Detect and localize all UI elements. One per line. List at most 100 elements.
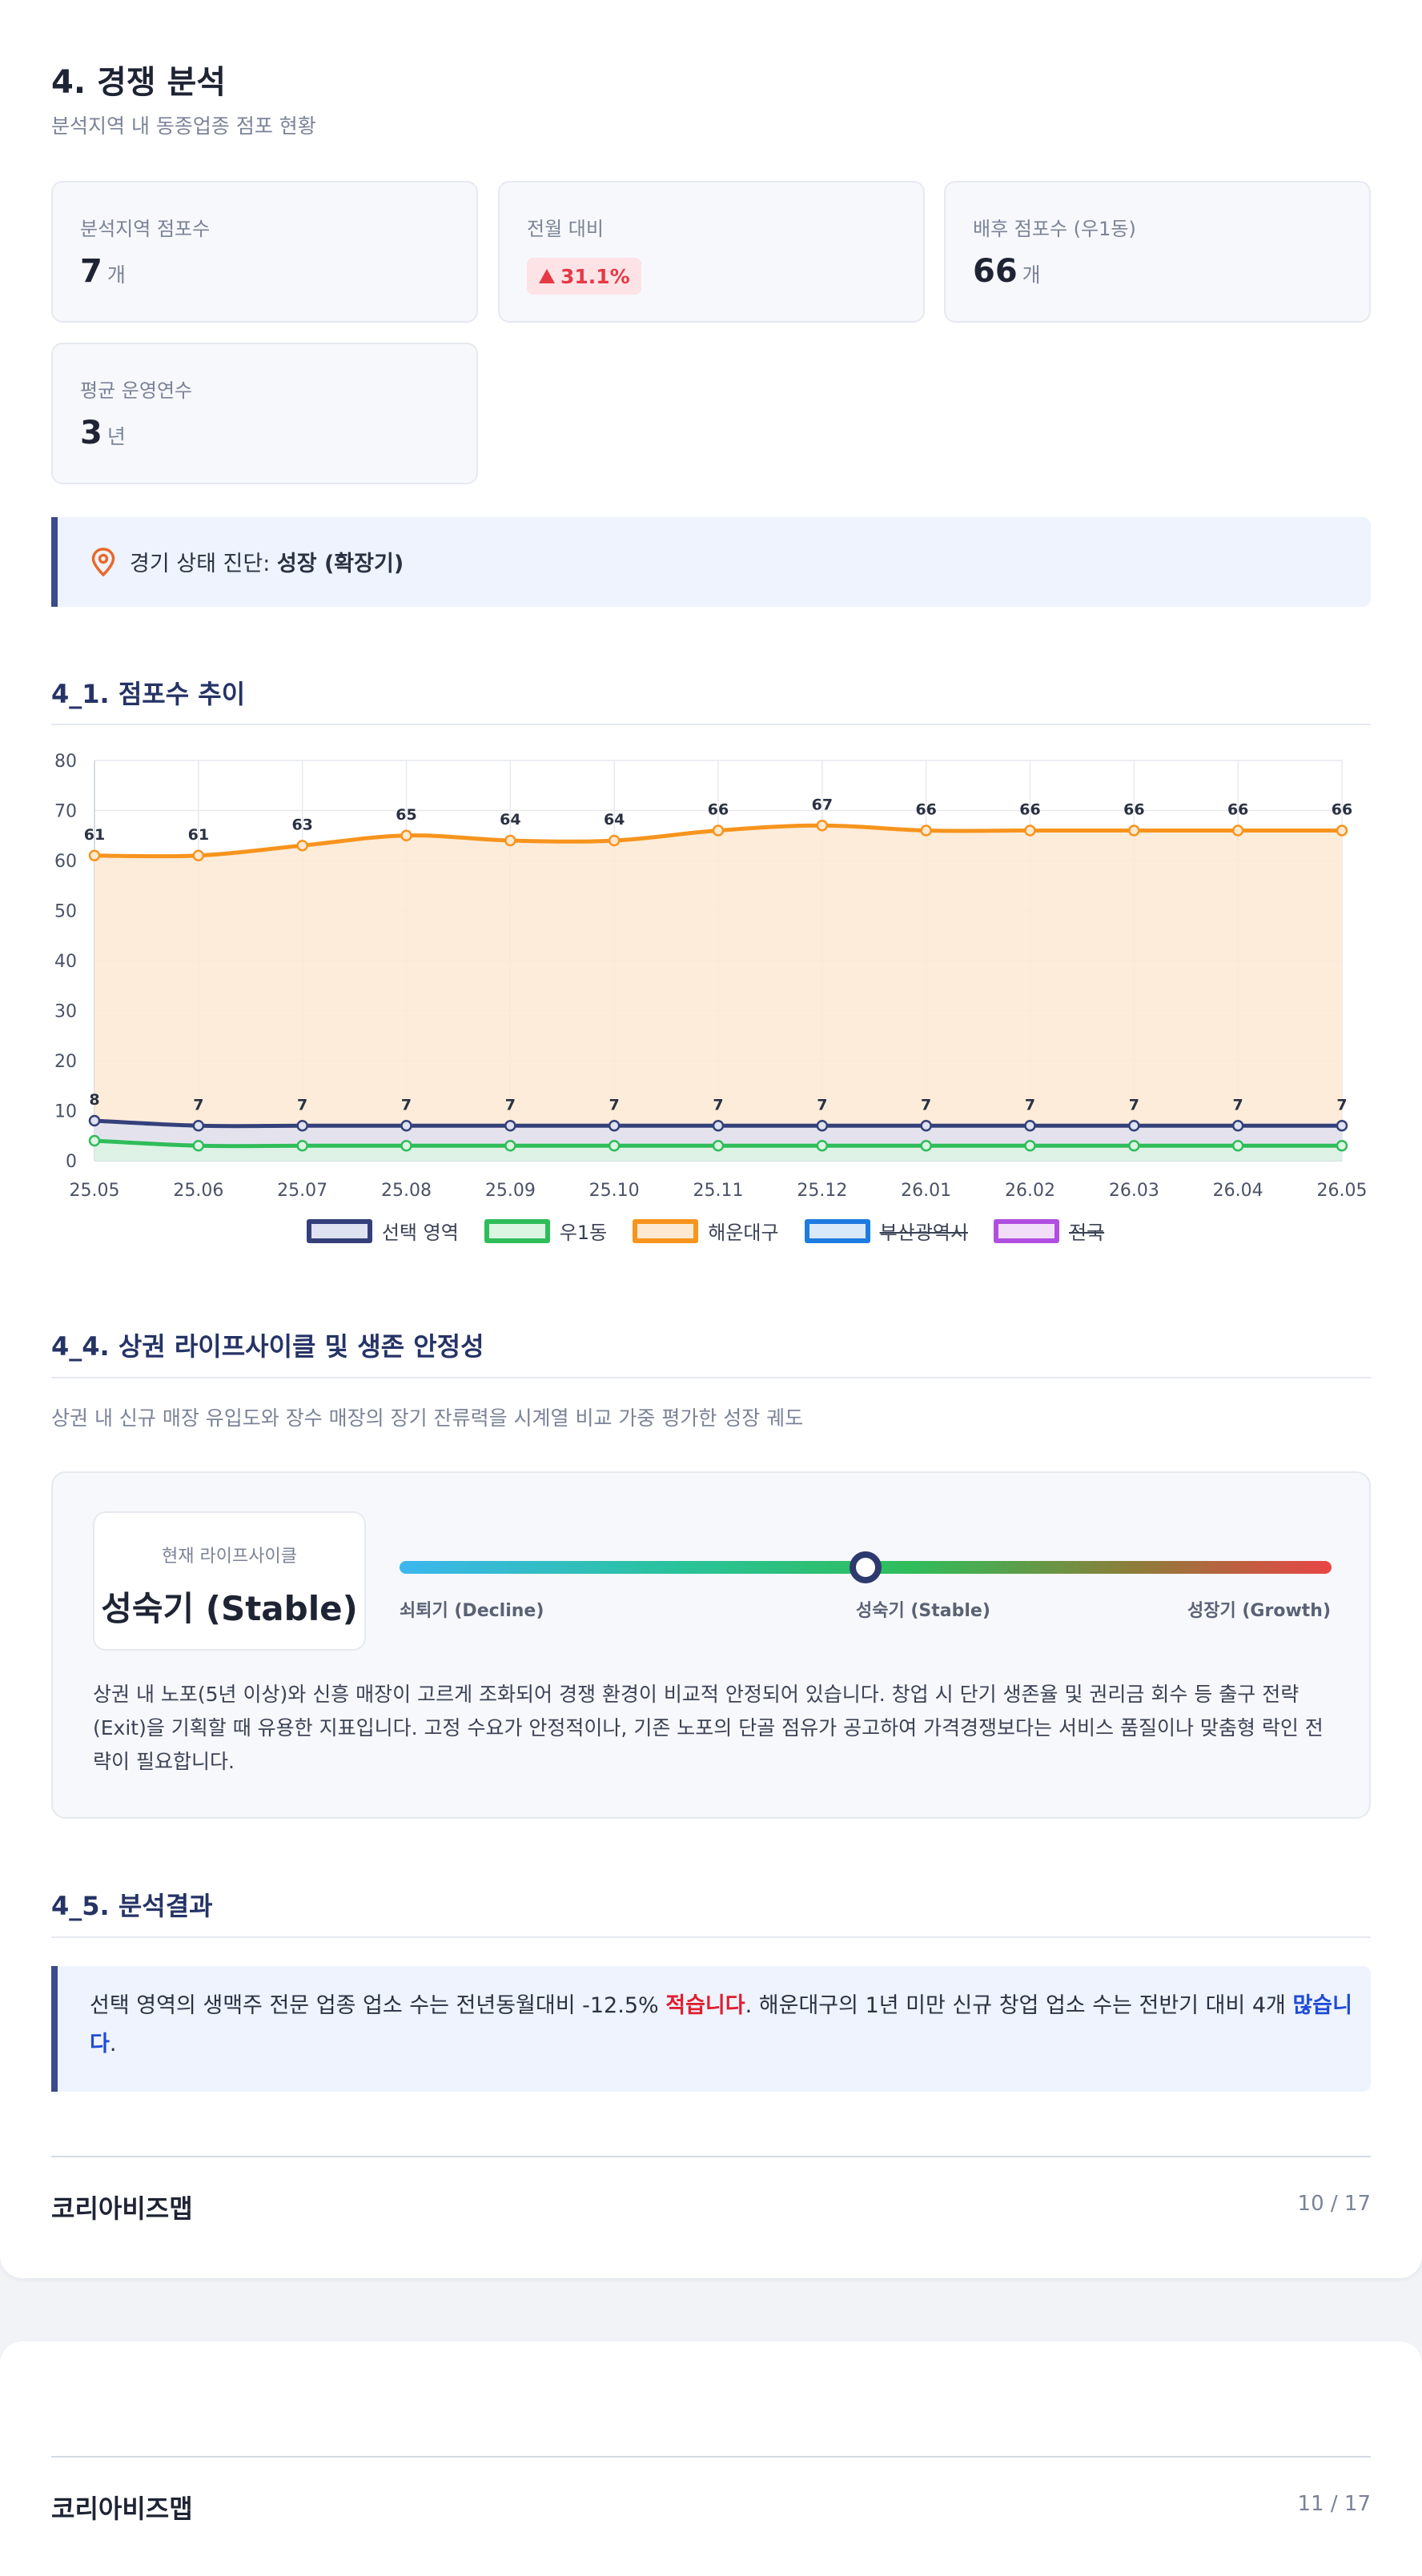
x-tick-label: 26.04 [1213, 1181, 1263, 1201]
report-page: 코리아비즈맵 11 / 17 [0, 2341, 1422, 2576]
data-point [920, 1140, 932, 1152]
data-point [1024, 825, 1036, 837]
data-label: 7 [297, 1096, 307, 1113]
data-label: 7 [609, 1096, 620, 1113]
y-tick-label: 40 [54, 952, 77, 972]
report-page: 4. 경쟁 분석 분석지역 내 동종업종 점포 현황 분석지역 점포수 7 개 … [0, 0, 1422, 2278]
legend-item[interactable]: 전국 [993, 1217, 1105, 1245]
data-label: 7 [193, 1096, 203, 1113]
data-point [1128, 1120, 1140, 1132]
x-tick-label: 26.02 [1005, 1181, 1055, 1201]
data-point [712, 1140, 725, 1152]
avg-operating-years-card: 평균 운영연수 3 년 [51, 343, 478, 484]
x-tick-label: 25.08 [381, 1181, 432, 1201]
store-count-card: 분석지역 점포수 7 개 [51, 181, 478, 323]
stage-label-decline: 쇠퇴기 (Decline) [400, 1601, 544, 1621]
x-tick-label: 25.07 [277, 1181, 327, 1201]
data-point [192, 1120, 205, 1132]
data-point [1336, 825, 1348, 837]
card-value: 7 [80, 253, 102, 290]
data-point [608, 1120, 621, 1132]
data-point [296, 1120, 308, 1132]
data-point [608, 834, 621, 847]
data-label: 66 [708, 801, 729, 819]
data-point [1336, 1120, 1348, 1132]
footer-brand: 코리아비즈맵 [51, 2494, 193, 2524]
data-point [192, 1140, 205, 1152]
legend-item[interactable]: 우1동 [484, 1217, 607, 1245]
data-label: 64 [604, 811, 625, 829]
card-unit: 개 [1022, 263, 1041, 287]
y-tick-label: 20 [54, 1052, 77, 1072]
series-area [94, 825, 1342, 1161]
lifecycle-section-title: 4_4. 상권 라이프사이클 및 생존 안정성 [51, 1331, 484, 1362]
month-over-month-card: 전월 대비 31.1% [498, 181, 925, 323]
data-point [1231, 825, 1244, 837]
trend-section-title: 4_1. 점포수 추이 [51, 679, 246, 709]
page-title: 4. 경쟁 분석 [51, 64, 227, 101]
y-tick-label: 30 [54, 1002, 77, 1022]
data-label: 7 [505, 1096, 516, 1113]
x-tick-label: 25.06 [173, 1181, 223, 1201]
section-divider [51, 724, 1371, 725]
x-tick-label: 25.05 [70, 1181, 120, 1201]
stage-label-growth: 성장기 (Growth) [1187, 1601, 1331, 1621]
section-divider [51, 1936, 1371, 1938]
data-point [1231, 1140, 1244, 1152]
result-highlight-decrease: 적습니다 [665, 1993, 745, 2018]
diagnosis-value: 성장 (확장기) [276, 552, 404, 576]
x-tick-label: 25.09 [485, 1181, 536, 1201]
analysis-result-callout: 선택 영역의 생맥주 전문 업종 업소 수는 전년동월대비 -12.5% 적습니… [51, 1966, 1371, 2092]
data-label: 66 [1123, 801, 1144, 819]
result-text-part: 선택 영역의 생맥주 전문 업종 업소 수는 전년동월대비 -12.5% [90, 1993, 666, 2018]
lifecycle-gauge-marker [850, 1551, 882, 1583]
legend-swatch [804, 1218, 870, 1243]
legend-item[interactable]: 부산광역시 [804, 1217, 968, 1245]
data-point [88, 1134, 101, 1147]
diagnosis-text: 경기 상태 진단: 성장 (확장기) [130, 546, 404, 577]
x-tick-label: 25.11 [693, 1181, 744, 1201]
data-label: 7 [921, 1096, 931, 1113]
card-label: 평균 운영연수 [80, 379, 193, 402]
data-point [88, 1114, 101, 1127]
data-label: 7 [1025, 1096, 1035, 1113]
diagnosis-callout: 경기 상태 진단: 성장 (확장기) [51, 517, 1371, 607]
data-label: 64 [500, 811, 520, 829]
data-label: 7 [401, 1096, 412, 1113]
stage-label-stable: 성숙기 (Stable) [856, 1601, 990, 1621]
legend-label: 부산광역시 [879, 1222, 968, 1244]
legend-swatch [633, 1218, 699, 1243]
legend-item[interactable]: 해운대구 [633, 1217, 779, 1245]
legend-swatch [484, 1218, 550, 1243]
card-label: 배후 점포수 (우1동) [973, 218, 1136, 240]
data-label: 7 [1233, 1096, 1243, 1113]
hinterland-store-card: 배후 점포수 (우1동) 66 개 [944, 181, 1371, 323]
data-label: 7 [1336, 1096, 1347, 1113]
x-tick-label: 25.12 [797, 1181, 847, 1201]
data-label: 61 [188, 826, 209, 844]
lifecycle-subtitle: 상권 내 신규 매장 유입도와 장수 매장의 장기 잔류력을 시계열 비교 가중… [51, 1406, 804, 1430]
data-label: 67 [812, 796, 833, 813]
result-highlight-increase: 많습니다 [90, 1993, 1352, 2056]
section-divider [51, 1377, 1371, 1378]
change-badge: 31.1% [527, 258, 641, 295]
y-tick-label: 60 [54, 852, 77, 872]
lifecycle-panel: 현재 라이프사이클 성숙기 (Stable) 쇠퇴기 (Decline) 성숙기… [51, 1471, 1371, 1819]
footer-brand: 코리아비즈맵 [51, 2193, 193, 2224]
legend-item[interactable]: 선택 영역 [306, 1217, 459, 1245]
data-point [608, 1140, 621, 1152]
data-point [400, 1140, 412, 1152]
x-tick-label: 26.03 [1109, 1181, 1159, 1201]
footer-divider [51, 2456, 1371, 2458]
data-point [504, 1120, 516, 1132]
data-label: 66 [1332, 801, 1352, 819]
data-point [296, 1140, 308, 1152]
result-text-part: . [109, 2032, 117, 2056]
page-subtitle: 분석지역 내 동종업종 점포 현황 [51, 114, 316, 138]
data-label: 8 [89, 1091, 99, 1109]
change-value: 31.1% [560, 264, 630, 288]
x-tick-label: 26.01 [901, 1181, 951, 1201]
data-label: 61 [84, 826, 105, 844]
legend-label: 전국 [1068, 1222, 1105, 1244]
data-point [400, 1120, 412, 1132]
